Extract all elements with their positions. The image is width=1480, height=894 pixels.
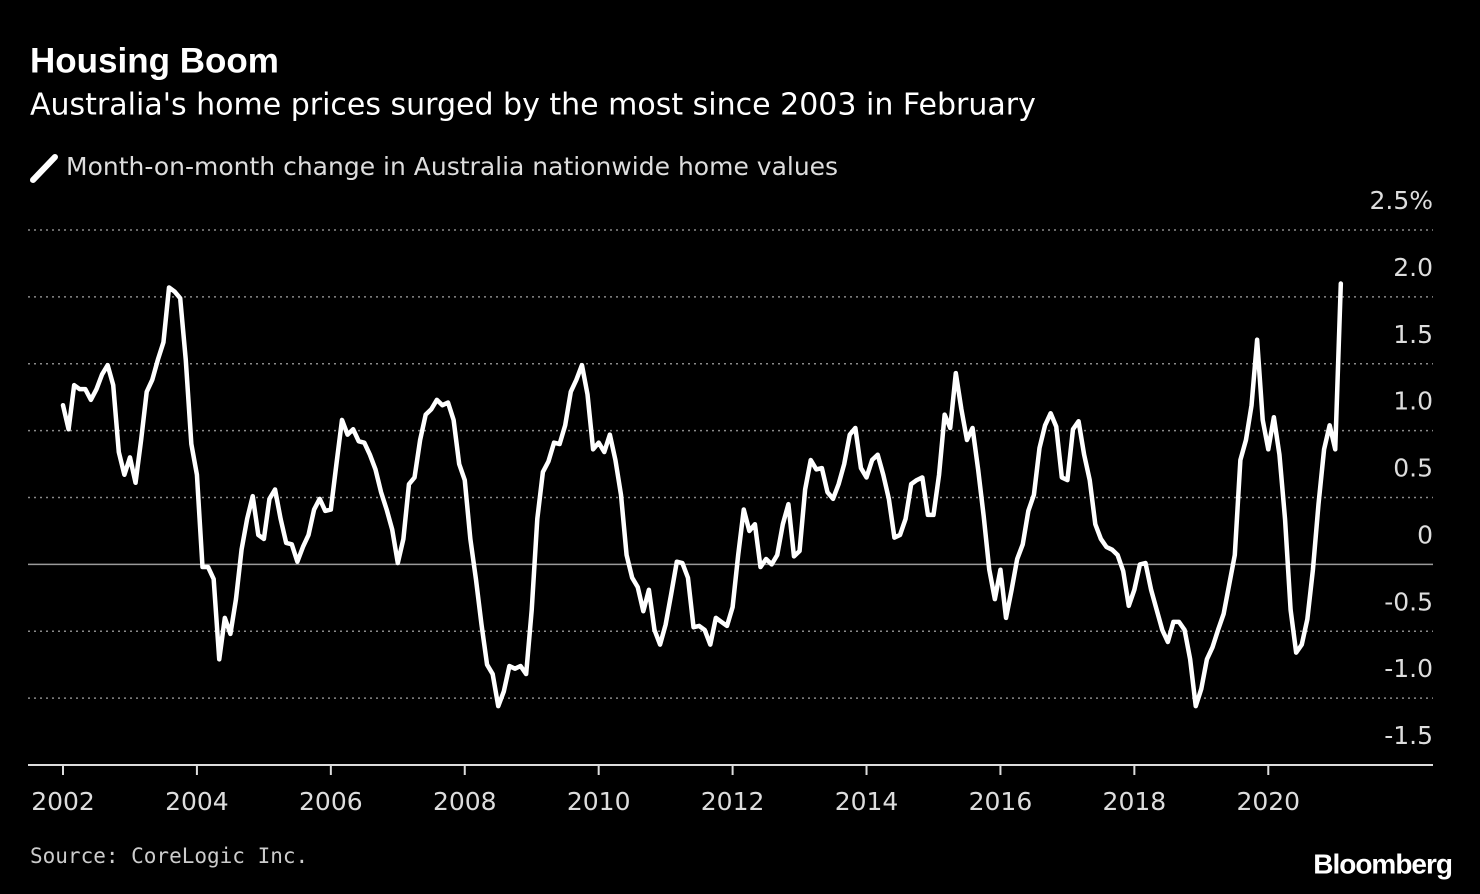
- y-tick-label: 1.5: [1393, 320, 1433, 349]
- y-tick-label: -1.5: [1384, 721, 1433, 750]
- x-tick-label: 2012: [701, 787, 765, 816]
- x-tick-label: 2004: [165, 787, 229, 816]
- y-tick-label: 2.0: [1393, 253, 1433, 282]
- y-tick-label: -1.0: [1384, 654, 1433, 683]
- x-tick-label: 2002: [31, 787, 95, 816]
- chart-subtitle: Australia's home prices surged by the mo…: [30, 88, 1036, 123]
- y-tick-label: -0.5: [1384, 587, 1433, 616]
- x-tick-label: 2020: [1236, 787, 1300, 816]
- x-tick-label: 2014: [835, 787, 899, 816]
- y-tick-label: 0: [1417, 520, 1433, 549]
- legend-label: Month-on-month change in Australia natio…: [66, 152, 838, 181]
- x-tick-label: 2010: [567, 787, 631, 816]
- legend-swatch: [30, 154, 58, 183]
- x-tick-label: 2008: [433, 787, 497, 816]
- y-tick-label: 2.5%: [1369, 186, 1433, 215]
- chart-title: Housing Boom: [30, 41, 279, 80]
- y-tick-label: 0.5: [1393, 454, 1433, 483]
- brand-logo: Bloomberg: [1313, 848, 1452, 879]
- x-tick-label: 2018: [1103, 787, 1167, 816]
- source: Source: CoreLogic Inc.: [30, 844, 308, 868]
- x-tick-label: 2016: [969, 787, 1033, 816]
- line-series: [60, 281, 1344, 709]
- x-tick-label: 2006: [299, 787, 363, 816]
- y-tick-label: 1.0: [1393, 387, 1433, 416]
